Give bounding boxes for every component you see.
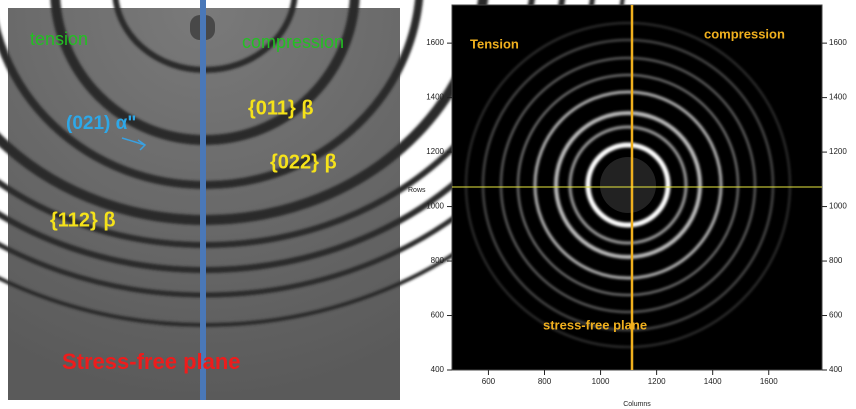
label-plane: stress-free plane (543, 317, 647, 332)
label-plane: Stress-free plane (62, 349, 241, 374)
y-tick-label-right: 1000 (829, 202, 847, 211)
y-tick-label: 1200 (426, 147, 444, 156)
x-axis-label: Columns (623, 401, 651, 408)
x-tick-label: 600 (482, 377, 496, 386)
y-tick-label: 1000 (426, 202, 444, 211)
y-tick-label-right: 1200 (829, 147, 847, 156)
x-tick-label: 1400 (704, 377, 722, 386)
label-b011: {011} β (248, 97, 314, 119)
y-tick-label: 1600 (426, 38, 444, 47)
y-tick-label: 800 (431, 256, 445, 265)
y-tick-label-right: 400 (829, 365, 843, 374)
label-compression: compression (704, 26, 785, 41)
x-tick-label: 800 (538, 377, 552, 386)
label-b022: {022} β (270, 151, 337, 173)
label-b112: {112} β (50, 209, 116, 231)
x-tick-label: 1200 (648, 377, 666, 386)
x-tick-label: 1000 (592, 377, 610, 386)
y-tick-label: 600 (431, 311, 445, 320)
y-tick-label-right: 1600 (829, 38, 847, 47)
y-axis-label: Rows (408, 187, 426, 194)
y-tick-label: 400 (431, 365, 445, 374)
label-compression: compression (242, 32, 344, 52)
y-tick-label: 1400 (426, 93, 444, 102)
figure: tension compression (021) α" {011} β {02… (0, 0, 856, 409)
y-tick-label-right: 800 (829, 256, 843, 265)
label-tension: Tension (470, 36, 519, 51)
x-tick-label: 1600 (760, 377, 778, 386)
y-tick-label-right: 600 (829, 311, 843, 320)
right-image: Tension compression stress-free plane (452, 5, 822, 370)
label-tension: tension (30, 29, 88, 49)
page: {"left_panel": {"labels": {"tension": "t… (0, 0, 856, 409)
label-alpha: (021) α" (66, 113, 136, 134)
y-tick-label-right: 1400 (829, 93, 847, 102)
